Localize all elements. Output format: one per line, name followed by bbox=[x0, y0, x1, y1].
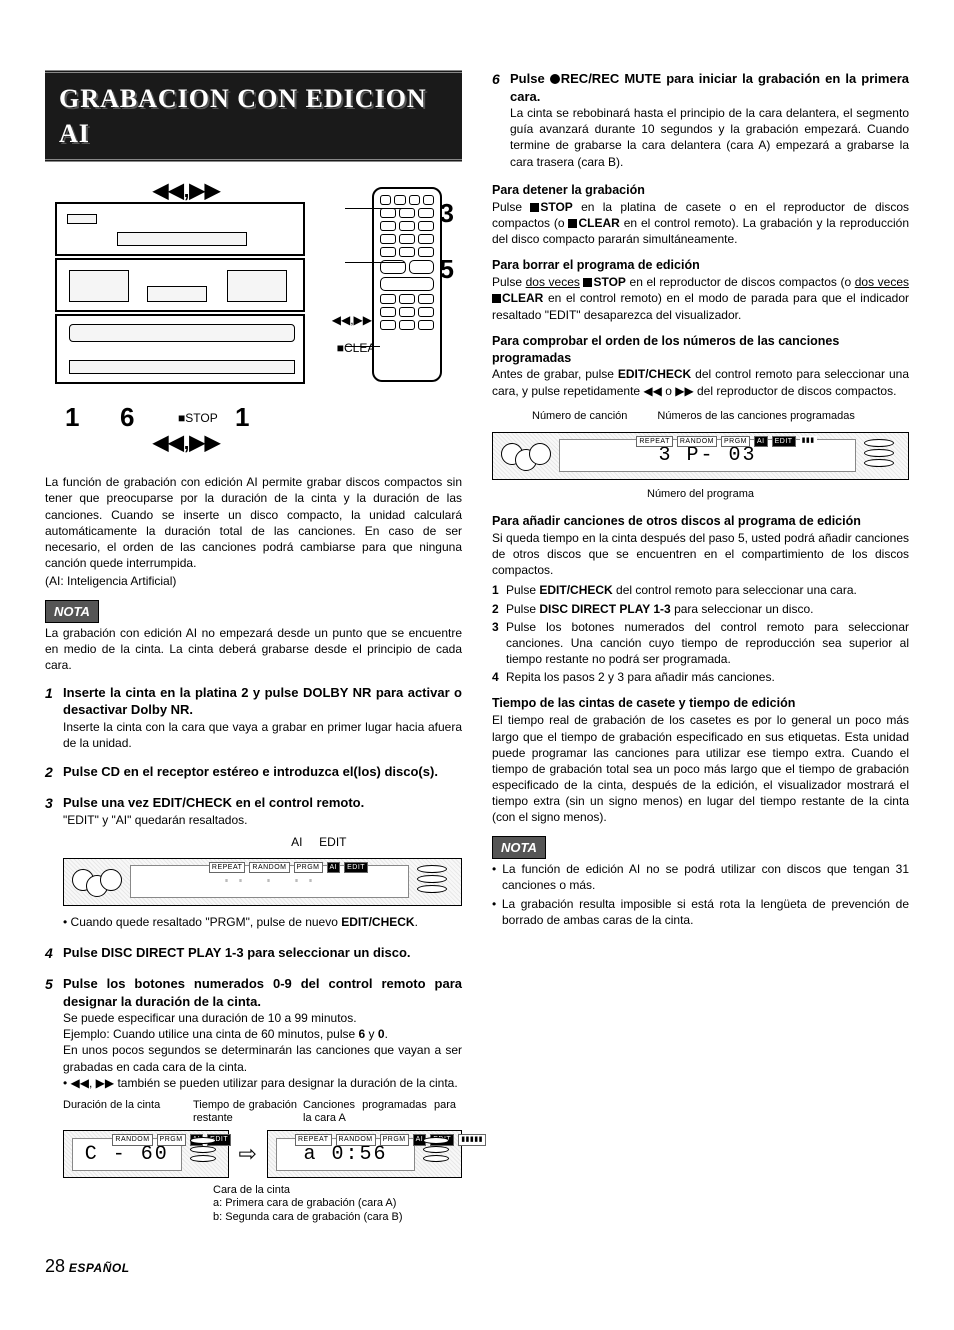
step-5-bullet: ◀◀, ▶▶ también se pueden utilizar para d… bbox=[63, 1075, 462, 1091]
page-footer: 28 ESPAÑOL bbox=[45, 1254, 909, 1278]
comprobar-body: Antes de grabar, pulse EDIT/CHECK del co… bbox=[492, 366, 909, 398]
lbl-dur: Duración de la cinta bbox=[63, 1099, 193, 1124]
step-1-head: Inserte la cinta en la platina 2 y pulse… bbox=[63, 684, 462, 719]
intro-text: La función de grabación con edición AI p… bbox=[45, 474, 462, 571]
step-1: 1 Inserte la cinta en la platina 2 y pul… bbox=[45, 684, 462, 751]
d-arrows-mid: ◀◀,▶▶ bbox=[332, 312, 372, 328]
nota-label-1: NOTA bbox=[45, 600, 99, 624]
equipment-diagram: ◀◀,▶▶ 4 ■STOP 3 5 ◀◀,▶▶ ■CLEAR bbox=[45, 172, 462, 462]
comprobar-head: Para comprobar el orden de los números d… bbox=[492, 333, 909, 367]
borrar-head: Para borrar el programa de edición bbox=[492, 257, 909, 274]
cap-bottom: Cara de la cinta a: Primera cara de grab… bbox=[213, 1184, 462, 1224]
nota-2-list: La función de edición AI no se podrá uti… bbox=[492, 861, 909, 928]
step-3-body: "EDIT" y "AI" quedarán resaltados. bbox=[63, 812, 462, 828]
d-n1: 1 bbox=[65, 400, 79, 435]
step-4: 4 Pulse DISC DIRECT PLAY 1-3 para selecc… bbox=[45, 944, 462, 963]
step-3-bullet: Cuando quede resaltado "PRGM", pulse de … bbox=[63, 914, 462, 930]
fig3-ai: AI bbox=[291, 835, 302, 849]
nota-1-text: La grabación con edición AI no empezará … bbox=[45, 625, 462, 674]
stop-icon bbox=[530, 203, 539, 212]
step-2: 2 Pulse CD en el receptor estéreo e intr… bbox=[45, 763, 462, 782]
step-5-body3: En unos pocos segundos se determinarán l… bbox=[63, 1042, 462, 1074]
tiempo-body: El tiempo real de grabación de los caset… bbox=[492, 712, 909, 825]
ai-def: (AI: Inteligencia Artificial) bbox=[45, 573, 462, 589]
step-5-body2: Ejemplo: Cuando utilice una cinta de 60 … bbox=[63, 1026, 462, 1042]
stop-icon-3 bbox=[583, 278, 592, 287]
stop-body: Pulse STOP en la platina de casete o en … bbox=[492, 199, 909, 248]
lbl-num-cancion: Número de canción bbox=[532, 409, 627, 424]
borrar-body: Pulse dos veces STOP en el reproductor d… bbox=[492, 274, 909, 323]
stereo-stack bbox=[55, 202, 305, 386]
step-3: 3 Pulse una vez EDIT/CHECK en el control… bbox=[45, 794, 462, 932]
anadir-list: 1Pulse EDIT/CHECK del control remoto par… bbox=[492, 582, 909, 685]
lbl-canc: Canciones programadas para la cara A bbox=[303, 1099, 462, 1124]
stop-head: Para detener la grabación bbox=[492, 182, 909, 199]
step-6-body: La cinta se rebobinará hasta el principi… bbox=[510, 105, 909, 170]
anadir-head: Para añadir canciones de otros discos al… bbox=[492, 513, 909, 530]
display-fig-step5: RANDOMPRGMAIEDIT C - 60 ⇨ REPEATRANDOMPR… bbox=[63, 1130, 462, 1178]
display-fig-comprobar: REPEAT RANDOM PRGM AI EDIT ▮▮▮ 3 P- 03 bbox=[492, 432, 909, 480]
arrow-icon: ⇨ bbox=[239, 1139, 257, 1169]
step-5-head: Pulse los botones numerados 0-9 del cont… bbox=[63, 975, 462, 1010]
lbl-num-programa: Número del programa bbox=[492, 488, 909, 501]
tiempo-head: Tiempo de las cintas de casete y tiempo … bbox=[492, 695, 909, 712]
nota-label-2: NOTA bbox=[492, 836, 546, 860]
step-6-head: Pulse REC/REC MUTE para iniciar la graba… bbox=[510, 70, 909, 105]
display-fig-step3: REPEAT RANDOM PRGM AI EDIT ·· · ·· bbox=[63, 858, 462, 906]
step-5: 5 Pulse los botones numerados 0-9 del co… bbox=[45, 975, 462, 1224]
stop-icon-4 bbox=[492, 294, 501, 303]
remote-control bbox=[372, 187, 442, 382]
stop-icon-2 bbox=[568, 219, 577, 228]
step-2-head: Pulse CD en el receptor estéreo e introd… bbox=[63, 763, 462, 781]
d-n1b: 1 bbox=[235, 400, 249, 435]
lbl-num-prog: Números de las canciones programadas bbox=[657, 409, 855, 424]
fig3-edit: EDIT bbox=[319, 835, 346, 849]
lbl-tiempo: Tiempo de grabación restante bbox=[193, 1099, 303, 1124]
step-6: 6 Pulse REC/REC MUTE para iniciar la gra… bbox=[492, 70, 909, 170]
record-icon bbox=[550, 74, 560, 84]
step-4-head: Pulse DISC DIRECT PLAY 1-3 para seleccio… bbox=[63, 944, 462, 962]
anadir-body: Si queda tiempo en la cinta después del … bbox=[492, 530, 909, 579]
section-title: GRABACION CON EDICION AI bbox=[45, 70, 462, 162]
d-arrows-bot: ◀◀,▶▶ bbox=[153, 430, 220, 457]
d-arrows-top: ◀◀,▶▶ bbox=[153, 178, 220, 205]
d-stop2: ■STOP bbox=[178, 410, 218, 426]
step-5-body1: Se puede especificar una duración de 10 … bbox=[63, 1010, 462, 1026]
d-n6: 6 bbox=[120, 400, 134, 435]
step-1-body: Inserte la cinta con la cara que vaya a … bbox=[63, 719, 462, 751]
step-3-head: Pulse una vez EDIT/CHECK en el control r… bbox=[63, 794, 462, 812]
